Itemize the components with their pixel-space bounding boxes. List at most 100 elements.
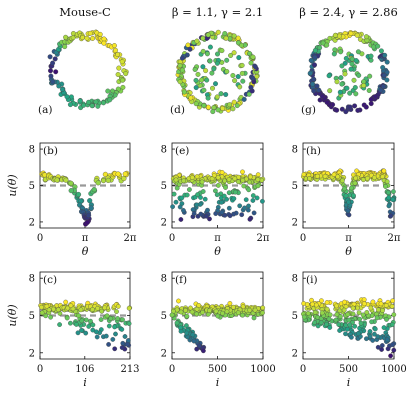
data-point xyxy=(327,88,333,94)
data-point xyxy=(124,341,130,347)
data-point xyxy=(126,321,132,326)
x-tick-label: 0 xyxy=(37,364,43,375)
data-point xyxy=(223,92,229,97)
data-point xyxy=(367,334,373,339)
data-point xyxy=(379,343,385,348)
data-point xyxy=(374,315,380,321)
data-point xyxy=(91,187,97,193)
data-point xyxy=(245,207,251,213)
y-tick-label: 8 xyxy=(292,274,298,285)
data-point xyxy=(68,188,74,194)
data-point xyxy=(220,105,226,111)
data-point xyxy=(251,210,257,216)
data-point xyxy=(372,326,378,332)
data-point xyxy=(247,179,252,185)
data-point xyxy=(60,86,65,92)
data-point xyxy=(364,175,370,181)
scatter-panel-a xyxy=(47,29,129,111)
data-point xyxy=(181,208,186,213)
data-point xyxy=(254,195,260,201)
data-point xyxy=(119,345,125,350)
data-point xyxy=(76,313,82,319)
data-point xyxy=(120,77,126,83)
data-point xyxy=(260,305,266,311)
data-point xyxy=(375,344,381,350)
data-point xyxy=(185,42,191,48)
data-point xyxy=(170,204,175,210)
data-point xyxy=(313,302,319,308)
data-point xyxy=(185,334,190,340)
data-point xyxy=(195,71,201,77)
data-point xyxy=(122,334,128,339)
data-point xyxy=(67,102,73,108)
data-point xyxy=(181,89,187,95)
data-point xyxy=(372,331,377,337)
data-point xyxy=(223,35,229,41)
data-point xyxy=(86,324,92,329)
data-point xyxy=(194,346,200,352)
data-point xyxy=(381,72,387,78)
data-point xyxy=(52,56,58,62)
data-point xyxy=(219,209,225,215)
data-point xyxy=(322,173,328,179)
data-point xyxy=(202,196,208,202)
data-point xyxy=(86,99,92,105)
y-axis-label: u(θ) xyxy=(6,304,19,326)
x-tick-label: 0 xyxy=(37,233,43,244)
data-point xyxy=(68,303,74,308)
data-point xyxy=(380,65,386,70)
data-point xyxy=(215,107,221,113)
data-point xyxy=(384,179,390,184)
data-point xyxy=(239,42,244,48)
data-point xyxy=(199,179,205,185)
data-point xyxy=(368,97,374,102)
data-point xyxy=(224,196,229,202)
data-point xyxy=(63,177,69,183)
data-point xyxy=(248,85,254,90)
data-point xyxy=(178,328,184,334)
y-tick-label: 2 xyxy=(29,217,35,228)
data-point xyxy=(326,73,332,79)
data-point xyxy=(223,185,228,190)
x-axis-label: θ xyxy=(82,245,89,258)
data-point xyxy=(177,63,183,69)
data-point xyxy=(255,172,261,178)
data-point xyxy=(226,190,232,196)
data-point xyxy=(74,322,79,327)
data-point xyxy=(386,203,392,209)
data-point xyxy=(173,199,179,205)
data-point xyxy=(343,193,349,199)
data-point xyxy=(318,320,324,325)
data-point xyxy=(352,323,358,329)
data-point xyxy=(219,199,224,205)
data-point xyxy=(115,304,121,309)
data-point xyxy=(90,35,96,41)
data-point xyxy=(342,71,348,77)
data-point xyxy=(81,102,87,108)
x-axis-label: θ xyxy=(214,245,221,258)
data-point xyxy=(339,106,345,112)
data-point xyxy=(114,309,119,314)
data-point xyxy=(219,170,225,175)
data-point xyxy=(252,64,258,70)
data-point xyxy=(246,91,252,97)
data-point xyxy=(77,98,83,104)
data-point xyxy=(343,322,349,328)
data-point xyxy=(189,175,195,180)
data-point xyxy=(192,67,198,72)
data-point xyxy=(120,317,125,323)
data-point xyxy=(234,103,240,109)
data-point xyxy=(214,60,220,66)
x-tick-label: 106 xyxy=(75,364,94,375)
data-point xyxy=(169,312,175,318)
data-point xyxy=(113,331,118,337)
data-point xyxy=(50,60,56,66)
data-point xyxy=(222,212,228,218)
data-point xyxy=(311,88,317,94)
scatter-panel-b: 2 5 8 0 π 2π θ u(θ) (b) xyxy=(6,142,137,258)
data-point xyxy=(312,47,318,53)
data-point xyxy=(101,36,107,42)
y-tick-label: 5 xyxy=(292,181,298,192)
data-point xyxy=(204,213,209,219)
